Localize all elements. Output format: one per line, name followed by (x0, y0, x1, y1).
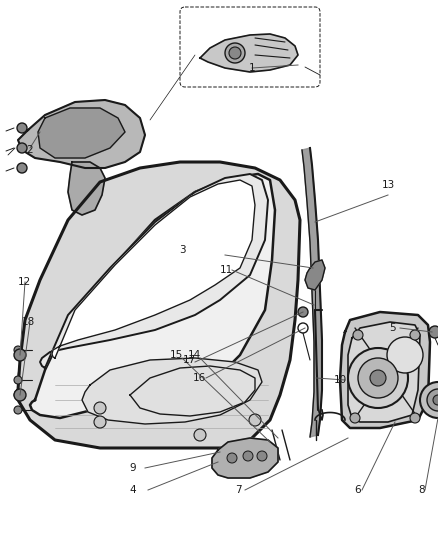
Circle shape (14, 406, 22, 414)
Polygon shape (212, 438, 278, 478)
Polygon shape (305, 260, 325, 290)
Circle shape (14, 376, 22, 384)
Polygon shape (18, 100, 145, 168)
Text: 2: 2 (27, 145, 33, 155)
Circle shape (94, 402, 106, 414)
Circle shape (17, 123, 27, 133)
Circle shape (17, 143, 27, 153)
Text: 18: 18 (21, 317, 35, 327)
Text: 6: 6 (355, 485, 361, 495)
Circle shape (227, 453, 237, 463)
Text: 1: 1 (249, 63, 255, 73)
Circle shape (94, 416, 106, 428)
Circle shape (229, 47, 241, 59)
Circle shape (298, 307, 308, 317)
Text: 11: 11 (219, 265, 233, 275)
Polygon shape (38, 108, 125, 158)
Polygon shape (348, 322, 420, 422)
Polygon shape (52, 180, 255, 358)
Text: 16: 16 (192, 373, 205, 383)
Polygon shape (200, 34, 298, 72)
Circle shape (14, 389, 26, 401)
Circle shape (17, 163, 27, 173)
Circle shape (257, 451, 267, 461)
Polygon shape (30, 174, 275, 418)
Text: 12: 12 (18, 277, 31, 287)
Polygon shape (15, 162, 300, 448)
Circle shape (387, 337, 423, 373)
Polygon shape (40, 174, 268, 368)
Circle shape (353, 330, 363, 340)
Text: 13: 13 (381, 180, 395, 190)
FancyBboxPatch shape (180, 7, 320, 87)
Text: 4: 4 (130, 485, 136, 495)
Text: 5: 5 (390, 323, 396, 333)
Text: 15: 15 (170, 350, 183, 360)
Circle shape (243, 451, 253, 461)
Circle shape (348, 348, 408, 408)
Circle shape (427, 389, 438, 411)
Circle shape (433, 395, 438, 405)
Circle shape (194, 429, 206, 441)
Circle shape (249, 414, 261, 426)
Circle shape (370, 370, 386, 386)
Polygon shape (68, 162, 105, 215)
Text: 10: 10 (333, 375, 346, 385)
Polygon shape (340, 312, 430, 428)
Text: 9: 9 (130, 463, 136, 473)
Circle shape (420, 382, 438, 418)
Circle shape (429, 326, 438, 338)
Polygon shape (82, 358, 262, 424)
Circle shape (410, 413, 420, 423)
Text: 7: 7 (235, 485, 241, 495)
Text: 8: 8 (419, 485, 425, 495)
Polygon shape (302, 148, 322, 437)
Circle shape (14, 349, 26, 361)
Circle shape (410, 330, 420, 340)
Text: 14: 14 (187, 350, 201, 360)
Circle shape (350, 413, 360, 423)
Text: 3: 3 (179, 245, 185, 255)
Text: 17: 17 (182, 355, 196, 365)
Circle shape (225, 43, 245, 63)
Circle shape (358, 358, 398, 398)
Circle shape (14, 346, 22, 354)
